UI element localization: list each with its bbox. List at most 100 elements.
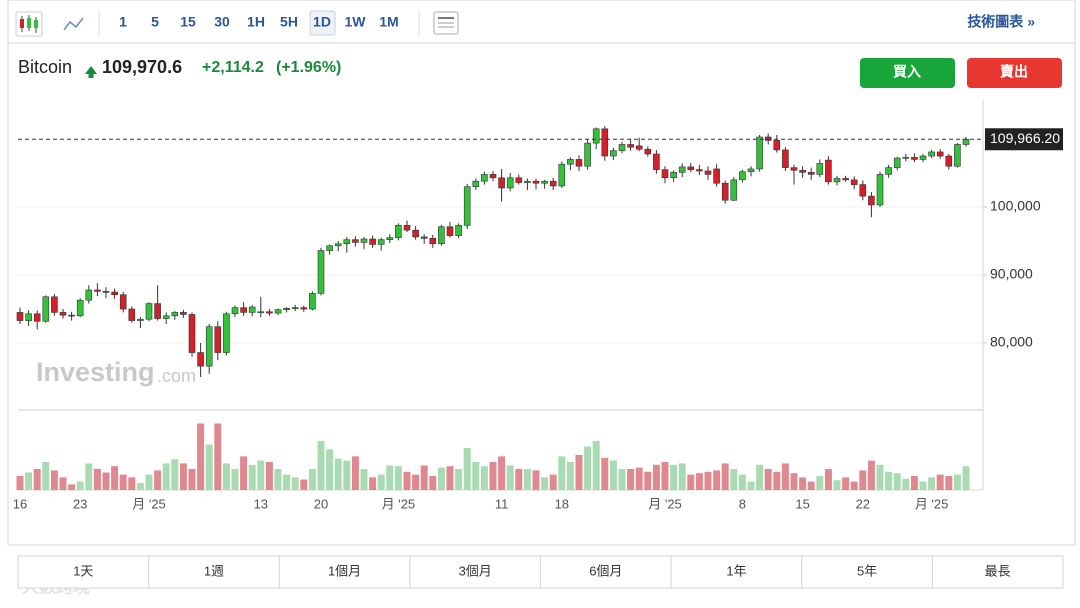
volume-bar (429, 476, 437, 490)
candle-body (188, 314, 196, 353)
volume-bar (833, 480, 841, 490)
volume-bar (300, 479, 308, 490)
volume-bar (730, 469, 738, 490)
range-button[interactable] (148, 555, 280, 589)
volume-bar (222, 463, 230, 490)
volume-bar (807, 481, 815, 490)
volume-bar (205, 444, 213, 490)
volume-bar (747, 481, 755, 490)
interval-button[interactable]: 1W (345, 14, 367, 30)
volume-bar (102, 472, 110, 490)
volume-bar (936, 474, 944, 490)
candle-body (231, 307, 239, 315)
x-tick-label: 13 (254, 496, 268, 511)
interval-button[interactable]: 1H (247, 14, 265, 30)
volume-bar (919, 481, 927, 490)
range-label[interactable]: 1天 (73, 563, 93, 578)
interval-button[interactable]: 1M (379, 14, 398, 30)
volume-bar (575, 455, 583, 490)
candle-body (575, 159, 583, 167)
range-button[interactable] (409, 555, 541, 589)
candle-body (730, 179, 738, 201)
range-label[interactable]: 1個月 (328, 563, 361, 578)
volume-bar (343, 460, 351, 490)
buy-label[interactable]: 買入 (893, 64, 921, 80)
candle-body (833, 178, 841, 183)
interval-button[interactable]: 5 (151, 14, 159, 30)
volume-bar (119, 474, 127, 490)
candle-body (197, 352, 204, 367)
volume-bar (566, 462, 574, 490)
candle-icon[interactable] (15, 11, 43, 37)
volume-bar (136, 483, 144, 490)
interval-button[interactable]: 5H (280, 14, 298, 30)
candle-body (524, 180, 531, 183)
range-button[interactable] (931, 555, 1064, 589)
candle-body (713, 168, 720, 184)
volume-bar (721, 463, 729, 490)
candle-body (816, 163, 824, 175)
range-label[interactable]: 1週 (204, 563, 224, 578)
volume-bar (678, 463, 686, 490)
volume-bar (386, 465, 394, 490)
candle-body (618, 144, 626, 151)
y-tick-label: 100,000 (990, 198, 1041, 214)
table-icon[interactable] (433, 11, 459, 35)
x-tick-label: 18 (555, 496, 569, 511)
technical-link[interactable]: 技術圖表 » (967, 14, 1035, 30)
volume-bar (670, 464, 678, 490)
candle-body (223, 313, 230, 353)
candle-body (773, 140, 781, 151)
interval-button[interactable]: 1 (119, 14, 127, 30)
volume-bar (541, 477, 549, 490)
candle-body (94, 289, 101, 292)
range-label[interactable]: 6個月 (589, 563, 622, 578)
volume-bar (25, 472, 33, 490)
volume-bar (704, 471, 712, 490)
range-label[interactable]: 最長 (985, 563, 1011, 578)
candle-body (635, 145, 643, 150)
volume-bar (867, 460, 875, 490)
volume-bar (145, 474, 153, 490)
candle-body (386, 237, 394, 240)
volume-bar (291, 477, 299, 490)
line-icon[interactable] (63, 17, 84, 31)
candle-body (377, 239, 385, 245)
interval-button[interactable]: 15 (180, 14, 196, 30)
range-label[interactable]: 3個月 (459, 563, 492, 578)
volume-bar (394, 466, 402, 490)
candle-body (68, 314, 75, 317)
candle-body (532, 180, 540, 184)
volume-bar (317, 441, 325, 490)
volume-bar (369, 477, 377, 490)
range-label[interactable]: 5年 (857, 563, 877, 578)
candle-body (704, 170, 712, 175)
candle-body (51, 296, 58, 313)
interval-button[interactable]: 1D (313, 14, 331, 30)
candle-body (291, 307, 299, 309)
buy-button[interactable] (860, 58, 955, 88)
volume-bar (214, 423, 222, 490)
range-label[interactable]: 1年 (726, 563, 746, 578)
x-tick-label: 23 (73, 496, 87, 511)
volume-bar (515, 469, 523, 490)
volume-bar (248, 464, 256, 490)
candle-body (248, 306, 256, 313)
candle-body (240, 307, 247, 313)
sell-label[interactable]: 賣出 (999, 64, 1028, 80)
volume-bar (154, 470, 162, 490)
candle-body (584, 142, 591, 167)
volume-bar (609, 460, 617, 490)
interval-button[interactable]: 30 (214, 14, 230, 30)
range-button[interactable] (670, 555, 803, 589)
volume-bar (360, 469, 368, 490)
range-button[interactable] (801, 555, 933, 589)
range-button[interactable] (278, 555, 411, 589)
sell-button[interactable] (967, 58, 1062, 88)
candle-body (644, 148, 652, 155)
candle-body (472, 180, 480, 187)
candle-body (764, 136, 772, 141)
volume-bar (627, 469, 635, 490)
volume-bar (893, 473, 901, 490)
